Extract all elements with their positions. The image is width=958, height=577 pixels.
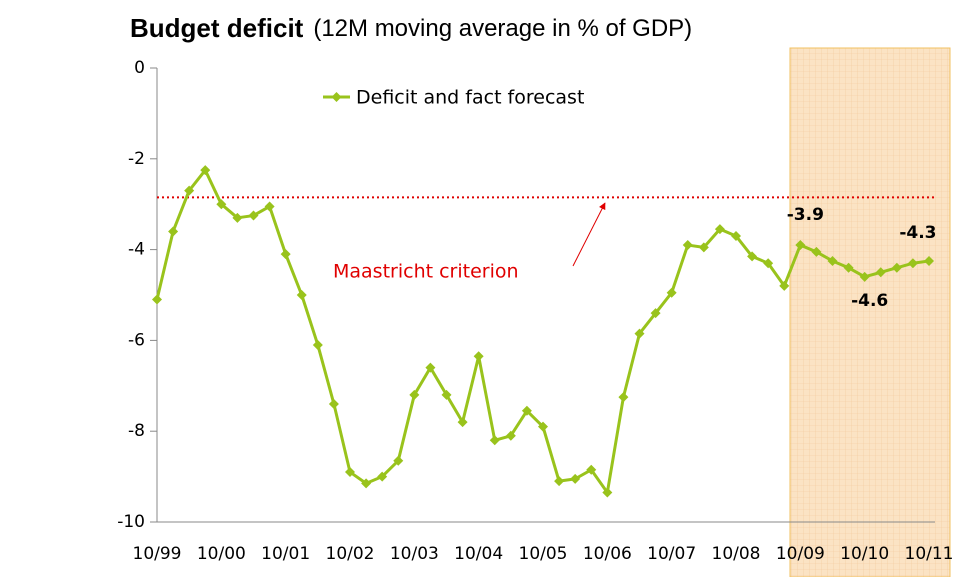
point: [634, 328, 645, 339]
point: [232, 212, 243, 223]
y-tick-label: -4: [128, 240, 145, 260]
point: [312, 339, 323, 350]
point: [666, 287, 677, 298]
point: [296, 290, 307, 300]
y-tick-label: -8: [128, 421, 145, 441]
y-tick-label: -6: [128, 330, 145, 350]
point: [377, 471, 388, 482]
point: [489, 435, 500, 446]
point: [248, 210, 259, 221]
x-tick-label: 10/07: [647, 544, 696, 564]
data-label: -4.6: [851, 291, 888, 311]
point: [280, 249, 291, 260]
point: [200, 165, 211, 176]
y-tick-label: -2: [128, 149, 145, 169]
point: [795, 240, 806, 251]
point: [731, 230, 741, 241]
point: [650, 308, 661, 319]
point: [152, 294, 162, 305]
point: [554, 476, 565, 487]
point: [538, 421, 548, 432]
point: [698, 242, 709, 253]
y-tick-label: -10: [117, 512, 145, 532]
point: [328, 398, 339, 409]
x-tick-label: 10/05: [519, 544, 568, 564]
legend-marker: [331, 92, 342, 102]
point: [859, 271, 870, 282]
annotation: Maastricht criterion: [333, 261, 519, 283]
x-tick-label: 10/03: [390, 544, 439, 564]
x-tick-label: 10/01: [261, 544, 310, 564]
point: [827, 255, 838, 266]
title-block: Budget deficit (12M moving average in % o…: [130, 13, 692, 43]
point: [602, 487, 613, 498]
point: [891, 262, 902, 273]
x-tick-label: 10/09: [776, 544, 825, 564]
point: [586, 464, 597, 475]
point: [473, 351, 484, 362]
data-label: -3.9: [787, 205, 824, 225]
point: [345, 467, 355, 478]
chart-title: Budget deficit: [130, 13, 304, 43]
point: [361, 478, 372, 489]
y-tick-label: 0: [134, 58, 145, 78]
point: [763, 258, 774, 269]
data-label: -4.3: [899, 223, 936, 243]
point: [521, 405, 532, 416]
point: [168, 226, 179, 237]
point: [682, 240, 693, 251]
x-tick-label: 10/99: [133, 544, 182, 564]
point: [924, 255, 934, 266]
point: [843, 262, 854, 273]
forecast-shade: [789, 47, 951, 577]
point: [875, 267, 886, 278]
chart-subtitle: (12M moving average in % of GDP): [313, 15, 692, 42]
point: [618, 392, 629, 403]
point: [393, 455, 404, 466]
point: [409, 389, 420, 400]
point: [811, 246, 822, 257]
x-tick-label: 10/04: [454, 544, 503, 564]
x-tick-label: 10/02: [326, 544, 375, 564]
point: [779, 280, 790, 291]
x-tick-label: 10/06: [583, 544, 632, 564]
point: [714, 224, 725, 235]
x-tick-label: 10/08: [712, 544, 761, 564]
annotation-arrow: [572, 202, 606, 267]
point: [747, 251, 758, 262]
point: [907, 258, 918, 269]
point: [457, 417, 468, 428]
point: [425, 362, 436, 373]
point: [264, 201, 275, 212]
x-tick-label: 10/00: [197, 544, 246, 564]
x-tick-label: 10/11: [905, 544, 954, 564]
point: [505, 430, 516, 441]
point: [570, 473, 581, 484]
point: [216, 199, 227, 210]
point: [184, 185, 195, 196]
point: [441, 389, 452, 400]
x-tick-label: 10/10: [840, 544, 889, 564]
legend-label: Deficit and fact forecast: [356, 87, 584, 109]
